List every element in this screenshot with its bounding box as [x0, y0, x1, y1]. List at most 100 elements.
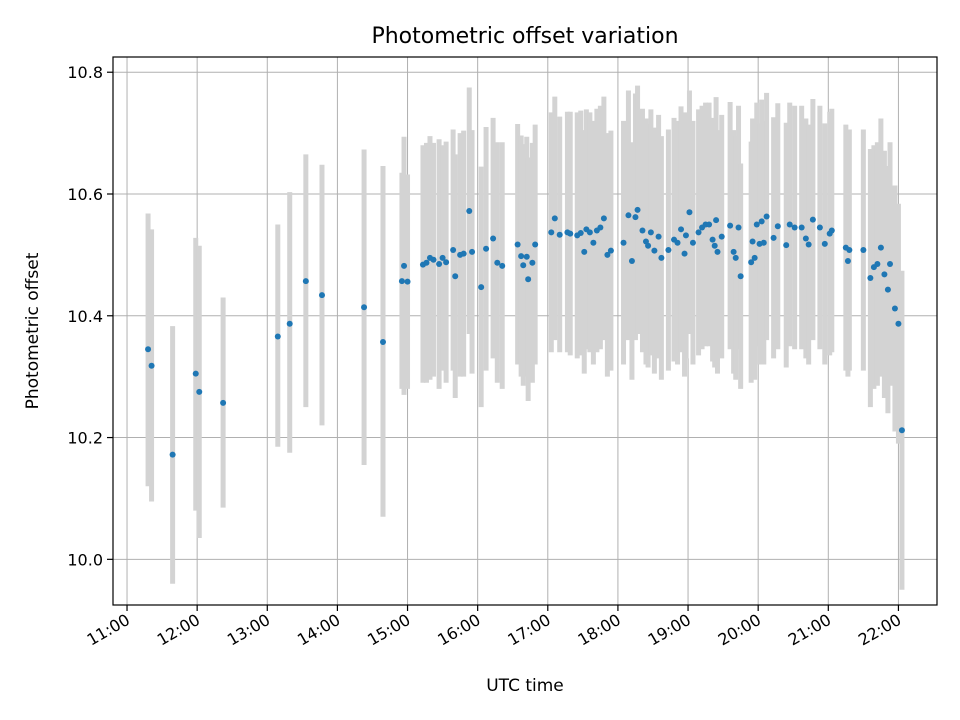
data-point	[798, 224, 805, 231]
data-point	[460, 250, 467, 257]
data-point	[816, 224, 823, 231]
data-point	[877, 244, 884, 251]
data-point	[551, 215, 558, 222]
data-point	[678, 226, 685, 233]
x-tick-label: 16:00	[434, 610, 483, 650]
data-point	[628, 257, 635, 264]
data-point	[398, 278, 405, 285]
data-point	[682, 232, 689, 239]
x-tick-label: 19:00	[645, 610, 694, 650]
data-point	[604, 251, 611, 258]
data-point	[884, 286, 891, 293]
data-point	[763, 213, 770, 220]
data-point	[597, 224, 604, 231]
data-point	[577, 229, 584, 236]
data-point	[681, 250, 688, 257]
data-point	[302, 278, 309, 285]
data-point	[706, 221, 713, 228]
data-point	[645, 242, 652, 249]
data-point	[846, 247, 853, 254]
data-point	[735, 224, 742, 231]
data-point	[651, 247, 658, 254]
data-point	[758, 218, 765, 225]
data-point	[727, 222, 734, 229]
data-point	[709, 236, 716, 243]
data-point	[525, 276, 532, 283]
data-point	[483, 245, 490, 252]
data-point	[318, 292, 325, 299]
y-tick-label: 10.8	[67, 63, 103, 82]
data-point	[737, 273, 744, 280]
data-point	[665, 247, 672, 254]
x-tick-label: 15:00	[364, 610, 413, 650]
data-point	[423, 259, 430, 266]
data-point	[379, 338, 386, 345]
data-point	[469, 248, 476, 255]
data-point	[658, 254, 665, 261]
data-point	[748, 259, 755, 266]
data-point	[686, 209, 693, 216]
x-axis-ticks: 11:00 12:00 13:00 14:00 15:00 16:00 17:00 18:00…	[84, 605, 904, 650]
x-tick-label: 12:00	[154, 610, 203, 650]
data-point	[774, 223, 781, 230]
data-point	[647, 229, 654, 236]
data-point	[655, 233, 662, 240]
data-point	[898, 427, 905, 434]
y-tick-label: 10.0	[67, 550, 103, 569]
data-point	[499, 262, 506, 269]
chart-title: Photometric offset variation	[371, 24, 678, 49]
data-point	[639, 227, 646, 234]
data-point	[556, 231, 563, 238]
x-tick-label: 13:00	[224, 610, 273, 650]
data-point	[828, 227, 835, 234]
x-tick-label: 18:00	[574, 610, 623, 650]
data-point	[783, 242, 790, 249]
y-tick-label: 10.4	[67, 307, 103, 326]
data-point	[730, 248, 737, 255]
data-point	[523, 253, 530, 260]
y-axis-label: Photometric offset	[23, 252, 43, 409]
data-point	[844, 257, 851, 264]
data-point	[887, 261, 894, 268]
data-point	[711, 242, 718, 249]
data-point	[286, 320, 293, 327]
data-point	[514, 241, 521, 248]
data-point	[732, 254, 739, 261]
data-point	[695, 229, 702, 236]
data-point	[567, 230, 574, 237]
data-point	[220, 399, 227, 406]
data-point	[809, 216, 816, 223]
data-point	[443, 259, 450, 266]
data-point	[196, 388, 203, 395]
data-point	[436, 261, 443, 268]
data-point	[802, 235, 809, 242]
data-point	[867, 275, 874, 282]
y-axis-ticks: 10.0 10.2 10.4 10.6 10.8	[67, 63, 113, 569]
data-point	[590, 239, 597, 246]
data-point	[881, 271, 888, 278]
data-point	[760, 239, 767, 246]
data-point	[718, 233, 725, 240]
data-point	[490, 235, 497, 242]
data-point	[548, 229, 555, 236]
data-point	[439, 254, 446, 261]
y-tick-label: 10.2	[67, 429, 103, 448]
data-point	[600, 215, 607, 222]
data-point	[532, 241, 539, 248]
x-axis-label: UTC time	[486, 676, 564, 696]
data-point	[786, 221, 793, 228]
data-point	[452, 273, 459, 280]
data-point	[430, 256, 437, 263]
data-point	[805, 241, 812, 248]
data-point	[634, 206, 641, 213]
data-point	[401, 262, 408, 269]
data-point	[607, 247, 614, 254]
data-point	[192, 370, 199, 377]
data-point	[466, 208, 473, 215]
data-point	[821, 240, 828, 247]
x-tick-label: 20:00	[715, 610, 764, 650]
data-point	[620, 239, 627, 246]
plot-frame	[112, 56, 938, 606]
y-tick-label: 10.6	[67, 185, 103, 204]
